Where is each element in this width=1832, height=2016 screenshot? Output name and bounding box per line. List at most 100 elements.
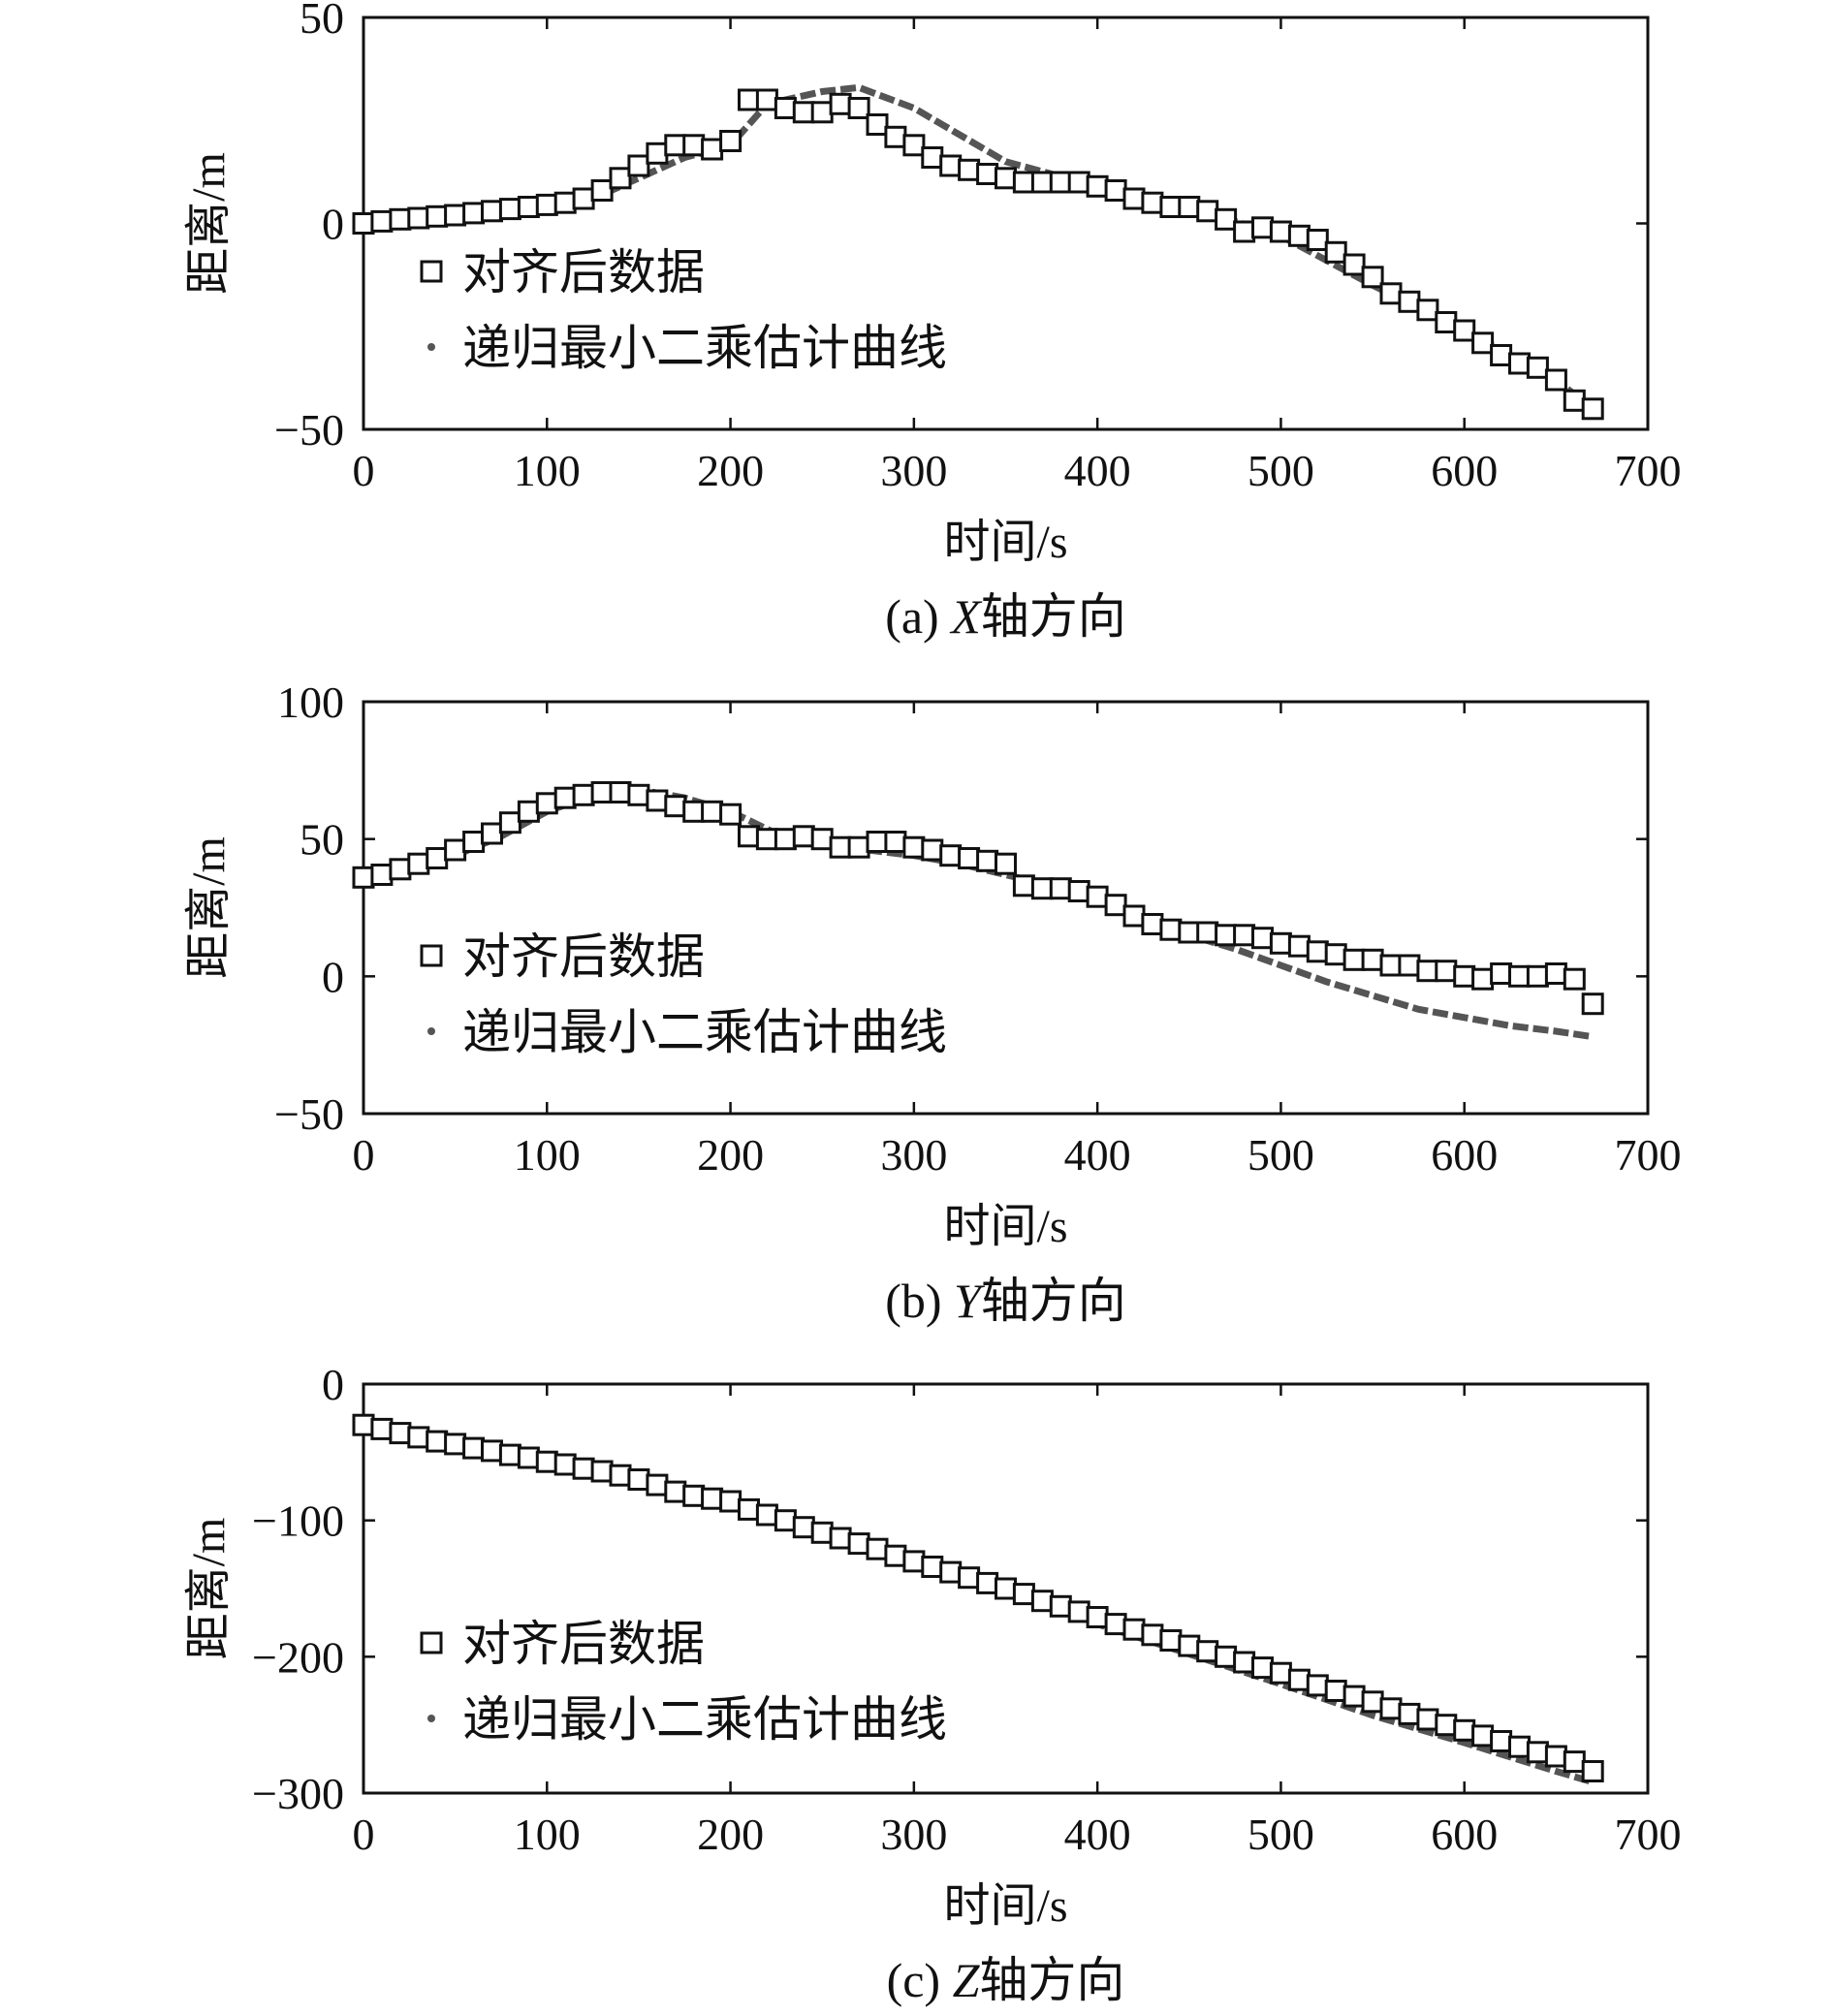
panel-c-ytick-label: −100 [252, 1496, 344, 1546]
panel-c-data-marker [444, 1433, 467, 1456]
panel-b-xlabel: 时间/s [943, 1201, 1067, 1252]
panel-a-caption-prefix: (a) [885, 589, 951, 644]
panel-a-data-marker [389, 207, 412, 231]
panel-c-data-marker [426, 1430, 449, 1453]
panel-c-data-marker [1453, 1718, 1476, 1742]
panel-b-data-marker [1526, 964, 1549, 988]
panel-c-caption-prefix: (c) [887, 1953, 953, 2007]
panel-c-data-marker [995, 1577, 1017, 1600]
panel-b-data-marker [1306, 940, 1329, 963]
panel-a-data-marker [1361, 266, 1384, 289]
panel-a-legend-dot [427, 343, 435, 351]
panel-c-ytick-label: −300 [252, 1769, 344, 1818]
panel-a-data-marker [1490, 344, 1513, 366]
panel-a-data-marker [1398, 290, 1421, 313]
panel-c-xtick-label: 700 [1615, 1810, 1682, 1859]
panel-a-data-marker [1526, 356, 1549, 379]
panel-a-data-marker [1306, 229, 1329, 251]
panel-b-xtick-label: 700 [1615, 1130, 1682, 1180]
panel-b-xtick-label: 300 [880, 1130, 947, 1180]
panel-b-data-marker [481, 822, 503, 845]
panel-c-data-marker [1159, 1629, 1183, 1652]
panel-a: 0 100 200 300 400 500 600 700−50050时间/s距离/m(a) … [183, 0, 1681, 644]
panel-a-data-marker [1233, 220, 1256, 243]
panel-c-data-marker [1215, 1645, 1238, 1668]
panel-a-data-marker [590, 179, 614, 202]
panel-c-data-marker [847, 1532, 870, 1556]
panel-b-data-marker [1398, 954, 1421, 977]
panel-c-data-marker [1030, 1590, 1054, 1613]
panel-a-data-marker [627, 154, 650, 177]
panel-b-caption-axis: Y [954, 1274, 986, 1328]
panel-b-data-marker [1049, 877, 1072, 900]
panel-c-data-marker [1269, 1661, 1292, 1685]
panel-a-xtick-label: 100 [514, 446, 581, 495]
panel-c-data-marker [792, 1516, 815, 1539]
panel-c-data-marker [1435, 1714, 1458, 1737]
panel-b-data-marker [664, 795, 687, 818]
panel-b-data-marker [609, 781, 632, 803]
panel-b-data-marker [1122, 904, 1146, 928]
panel-c-data-marker [829, 1527, 852, 1550]
panel-c-caption-axis: Z [953, 1953, 981, 2007]
panel-a-data-marker [572, 187, 595, 210]
panel-c-data-marker [1471, 1724, 1495, 1748]
panel-b-data-marker [1159, 918, 1183, 941]
panel-a-legend-marker [420, 260, 443, 283]
panel-b-data-marker [958, 847, 981, 869]
panel-b-data-marker [1490, 962, 1513, 985]
panel-a-data-marker [792, 101, 815, 124]
panel-c-data-marker [352, 1413, 375, 1436]
panel-c-data-marker [976, 1571, 999, 1594]
panel-c-frame [362, 1382, 1650, 1795]
panel-b-data-marker [1324, 943, 1347, 966]
panel-c-data-marker [1324, 1680, 1347, 1702]
panel-a-data-marker [1086, 174, 1109, 198]
panel-a-caption-suffix: 轴方向 [981, 589, 1126, 644]
panel-b-xtick-label: 0 [353, 1130, 375, 1180]
panel-b-data-marker [553, 786, 577, 809]
panel-b-data-marker [1544, 962, 1567, 985]
panel-c-data-marker [866, 1537, 889, 1560]
panel-a-data-marker [553, 191, 577, 214]
panel-a-data-marker [517, 196, 540, 218]
panel-a-ytick-label: 50 [300, 0, 344, 43]
panel-a-data-marker [1453, 319, 1476, 342]
panel-b-caption: (b) Y轴方向 [885, 1274, 1126, 1328]
panel-b-data-marker [389, 858, 412, 881]
panel-a-data-marker [609, 167, 632, 190]
panel-c-data-marker [664, 1480, 687, 1503]
panel-a-data-marker [646, 142, 669, 165]
panel-c-data-marker [590, 1460, 614, 1483]
panel-a-ytick-label: 0 [322, 200, 344, 249]
panel-b-data-marker [1012, 874, 1035, 898]
panel-c-legend-dot [427, 1715, 435, 1722]
panel-a-data-marker [1178, 196, 1201, 218]
panel-c-caption-suffix: 轴方向 [979, 1953, 1124, 2007]
panel-a-data-marker [1196, 200, 1219, 223]
panel-c-xtick-label: 0 [353, 1810, 375, 1859]
panel-b-data-marker [627, 783, 650, 806]
panel-c-ytick-label: 0 [322, 1360, 344, 1409]
panel-b-ytick-label: 100 [277, 677, 344, 727]
panel-b-data-marker [1141, 913, 1164, 935]
panel-b-data-marker [866, 831, 889, 853]
panel-a-data-marker [995, 167, 1017, 190]
panel-c-data-marker [646, 1473, 669, 1496]
panel-b-data-marker [792, 825, 815, 848]
panel-a-data-marker [884, 125, 907, 148]
panel-a-caption-axis: X [949, 589, 983, 644]
panel-b-data-marker [498, 811, 521, 835]
panel-c-xtick-label: 400 [1064, 1810, 1131, 1859]
panel-a-data-marker [902, 134, 926, 157]
panel-a-xtick-label: 700 [1615, 446, 1682, 495]
panel-a-legend-label-data: 对齐后数据 [462, 245, 705, 299]
panel-c-legend-marker [420, 1631, 443, 1654]
panel-c-data-marker [1049, 1594, 1072, 1618]
panel-a-data-marker [1563, 389, 1586, 412]
panel-b-data-marker [1086, 885, 1109, 908]
panel-a-legend-label-curve: 递归最小二乘估计曲线 [462, 321, 947, 375]
panel-b-data-marker [1196, 921, 1219, 944]
panel-a-xtick-label: 300 [880, 446, 947, 495]
